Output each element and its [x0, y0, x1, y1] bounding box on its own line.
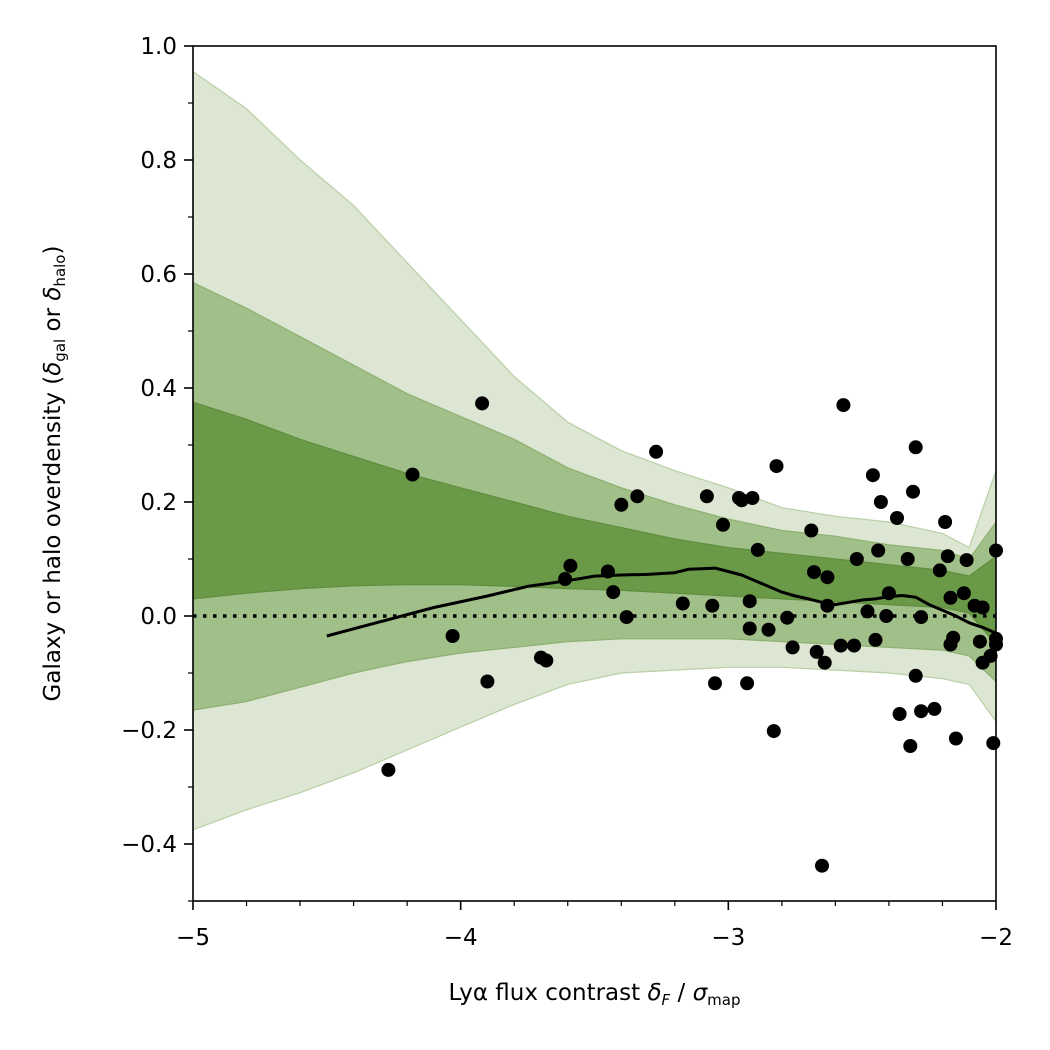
data-point	[405, 467, 420, 482]
y-tick-label: 0.4	[140, 376, 177, 402]
data-point	[742, 594, 757, 609]
data-point	[833, 638, 848, 653]
data-point	[868, 632, 883, 647]
data-point	[740, 676, 755, 691]
data-point	[946, 630, 961, 645]
data-point	[558, 572, 573, 586]
data-point	[836, 398, 851, 413]
y-tick-label: 0.8	[140, 148, 177, 174]
data-point	[785, 640, 800, 655]
data-point	[716, 517, 730, 532]
plot-frame	[192, 45, 997, 902]
data-point	[614, 497, 629, 512]
y-tick-label: 0.0	[140, 604, 177, 630]
data-point	[975, 600, 990, 615]
x-tick-label: −4	[444, 925, 478, 951]
y-tick-label: 0.2	[140, 490, 177, 516]
data-point	[849, 552, 864, 566]
running-mean-line	[326, 566, 996, 638]
x-tick-label: −5	[176, 925, 210, 951]
data-point	[873, 495, 888, 509]
data-point	[906, 484, 920, 499]
data-point	[908, 668, 923, 683]
data-point	[820, 570, 835, 585]
data-point	[630, 489, 645, 504]
data-point	[847, 638, 862, 653]
data-point	[940, 549, 955, 564]
data-point	[932, 563, 947, 578]
data-point	[871, 543, 886, 558]
data-point	[986, 736, 1001, 751]
data-point	[699, 489, 714, 504]
data-point	[983, 648, 998, 663]
data-point	[860, 604, 875, 619]
data-point	[745, 491, 760, 505]
data-point	[892, 707, 907, 721]
data-point	[600, 564, 615, 579]
running-mean-line-group	[326, 566, 996, 638]
data-point	[734, 493, 749, 508]
x-axis-label: Lyα flux contrast δF / σmap	[449, 980, 741, 1009]
data-point	[908, 440, 923, 455]
data-point	[948, 731, 963, 746]
data-point	[804, 523, 819, 538]
data-point	[708, 676, 722, 691]
data-point	[475, 396, 490, 411]
data-point	[914, 610, 929, 625]
data-point	[539, 653, 554, 668]
data-point	[742, 621, 757, 636]
data-point	[780, 610, 795, 625]
y-tick-label: −0.2	[121, 718, 177, 744]
data-point	[943, 590, 958, 605]
x-axis-ticks: −5 −4 −3 −2	[176, 901, 1013, 951]
data-point	[619, 610, 634, 625]
data-point	[606, 585, 621, 600]
data-point	[927, 701, 942, 716]
data-point	[972, 634, 987, 649]
data-point	[649, 444, 664, 459]
y-axis-ticks: −0.4 −0.2 0.0 0.2 0.4 0.6 0.8 1.0	[121, 34, 193, 902]
data-point	[881, 586, 896, 601]
data-point	[900, 552, 915, 566]
data-point	[820, 598, 835, 613]
data-point	[750, 542, 765, 557]
data-point	[563, 558, 578, 573]
data-point	[675, 596, 690, 611]
data-point	[807, 565, 821, 580]
data-point	[879, 609, 894, 623]
data-point	[956, 586, 971, 601]
data-point	[914, 704, 929, 719]
data-point	[445, 629, 460, 643]
data-point	[938, 515, 953, 529]
data-point	[761, 622, 776, 637]
scatter-points	[381, 396, 1003, 873]
y-tick-label: 1.0	[140, 34, 177, 60]
y-tick-label: −0.4	[121, 832, 177, 858]
data-point	[769, 459, 784, 474]
y-axis-label: Galaxy or halo overdensity (δgal or δhal…	[40, 246, 69, 702]
data-point	[705, 598, 720, 613]
data-point	[903, 739, 918, 753]
confidence-bands	[193, 70, 996, 831]
y-tick-label: 0.6	[140, 262, 177, 288]
data-point	[959, 553, 974, 568]
data-point	[815, 858, 829, 873]
data-point	[817, 655, 832, 670]
data-point	[809, 644, 824, 659]
band-inner	[193, 401, 996, 646]
x-tick-label: −3	[711, 925, 745, 951]
data-point	[865, 468, 880, 483]
data-point	[381, 762, 396, 777]
band-middle	[193, 281, 996, 711]
data-point	[890, 511, 904, 525]
data-point	[766, 724, 781, 739]
data-point	[480, 674, 495, 689]
x-tick-label: −2	[979, 925, 1013, 951]
